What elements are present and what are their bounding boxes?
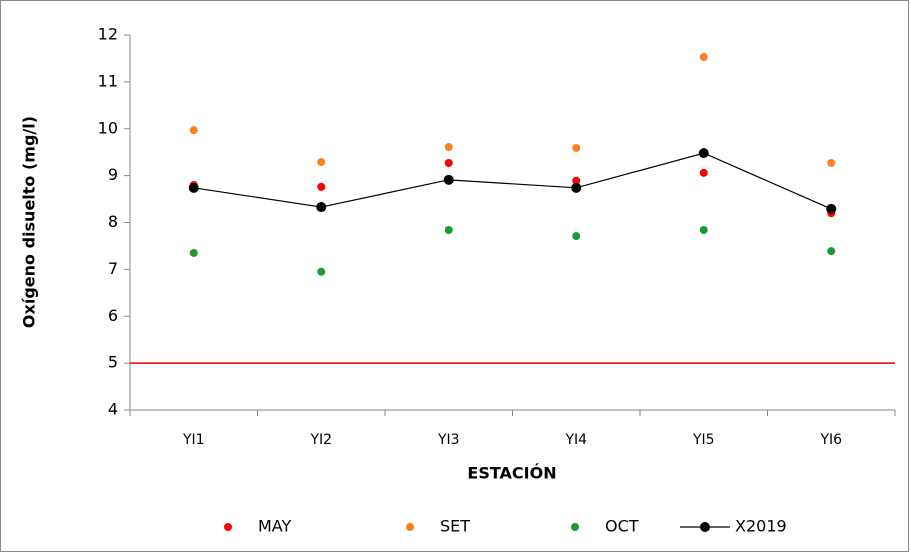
x-tick-label: YI3 [437,432,460,448]
y-tick-label: 6 [108,306,118,325]
legend-marker [571,523,579,531]
x-tick-label: YI2 [309,432,332,448]
y-tick-label: 9 [108,165,118,184]
legend-marker [406,523,414,531]
x-axis-label: ESTACIÓN [467,464,556,483]
y-tick-label: 8 [108,212,118,231]
y-tick-label: 12 [98,25,118,44]
data-point [572,143,581,152]
data-point [699,53,708,62]
legend-label: MAY [258,517,292,536]
y-tick-label: 4 [108,400,118,419]
data-point [827,247,836,256]
data-point [572,232,581,241]
data-point [571,182,582,193]
data-point [317,182,326,191]
data-point [443,174,454,185]
data-point [699,226,708,234]
data-point [316,202,327,213]
data-point [699,168,708,177]
legend-label: X2019 [735,517,787,536]
data-point [317,158,326,167]
data-point [444,143,453,152]
legend-label: SET [440,517,470,536]
series-line [193,152,832,210]
y-tick-label: 7 [108,259,118,278]
data-point [827,158,836,167]
x-tick-label: YI5 [692,432,715,448]
data-point [698,148,709,159]
data-point [189,126,198,135]
data-point [444,226,453,234]
x-tick-label: YI4 [564,432,587,448]
data-point [572,176,581,185]
data-point [317,267,326,276]
data-point [444,158,453,167]
legend-marker [700,522,710,532]
y-tick-label: 11 [98,71,118,90]
data-point [826,203,837,214]
x-tick-label: YI6 [819,432,842,448]
y-tick-label: 5 [108,353,118,372]
legend-marker [224,523,232,531]
legend-label: OCT [605,517,639,536]
data-point [189,248,198,257]
y-tick-label: 10 [98,118,118,137]
y-axis-label: Oxígeno disuelto (mg/l) [20,116,39,328]
x-tick-label: YI1 [182,432,205,448]
data-point [188,182,199,193]
